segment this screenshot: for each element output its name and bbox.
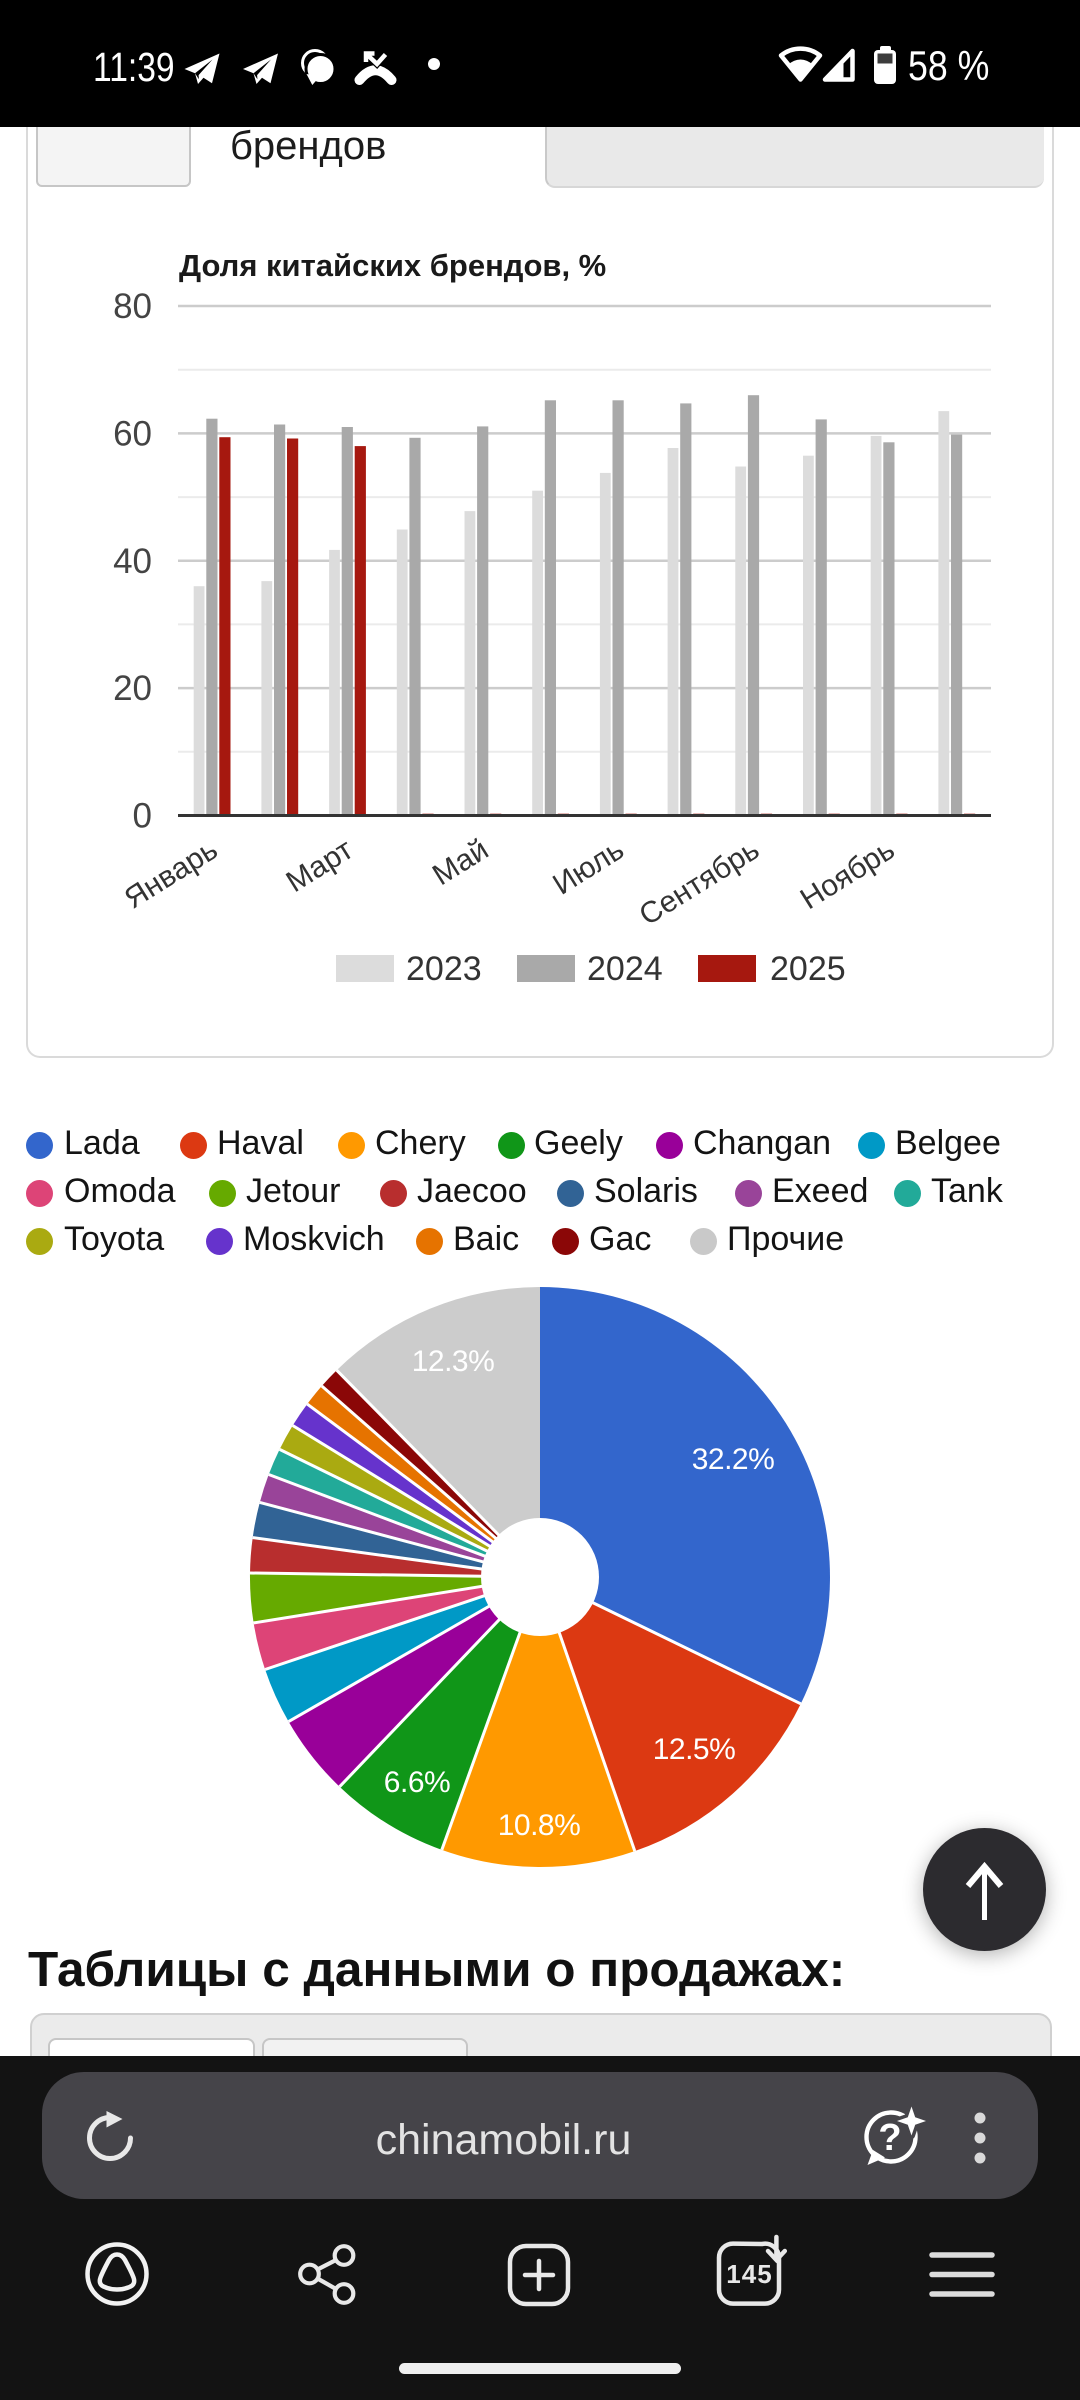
svg-text:Март: Март (281, 833, 360, 899)
svg-text:40: 40 (113, 542, 152, 581)
svg-text:10.8%: 10.8% (498, 1809, 581, 1842)
svg-text:32.2%: 32.2% (692, 1443, 775, 1476)
svg-text:0: 0 (133, 797, 152, 836)
svg-text:145: 145 (726, 2259, 772, 2289)
svg-text:2024: 2024 (587, 950, 663, 988)
svg-text:60: 60 (113, 414, 152, 453)
svg-text:Доля китайских брендов, %: Доля китайских брендов, % (179, 248, 606, 283)
svg-text:Ноябрь: Ноябрь (795, 833, 901, 916)
svg-text:20: 20 (113, 669, 152, 708)
svg-text:6.6%: 6.6% (384, 1766, 450, 1799)
svg-text:Май: Май (427, 833, 494, 892)
svg-text:80: 80 (113, 287, 152, 326)
svg-text:Сентябрь: Сентябрь (634, 833, 765, 932)
svg-text:Январь: Январь (119, 833, 224, 915)
svg-text:12.3%: 12.3% (412, 1345, 495, 1378)
svg-text:12.5%: 12.5% (653, 1733, 736, 1766)
svg-text:11:39: 11:39 (93, 44, 175, 90)
svg-text:2025: 2025 (770, 950, 846, 988)
svg-text:Июль: Июль (547, 833, 629, 902)
svg-text:2023: 2023 (406, 950, 482, 988)
svg-text:?: ? (878, 2117, 901, 2159)
svg-text:58 %: 58 % (908, 43, 989, 89)
